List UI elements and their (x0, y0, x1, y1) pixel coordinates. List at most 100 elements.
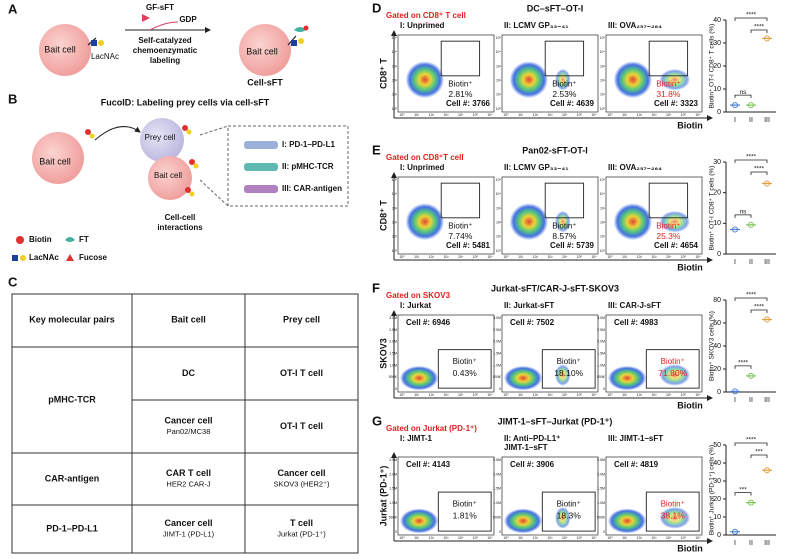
cell-count: Cell #: 3906 (510, 460, 555, 469)
flow-tick: 10² (637, 536, 643, 540)
flow-tick: 10⁵ (600, 36, 606, 40)
process-text: chemoenzymatic (133, 46, 198, 55)
cell-count: Cell #: 5481 (446, 241, 491, 250)
bait-cell (32, 132, 84, 184)
flow-tick: 1.5M (389, 487, 397, 491)
y-axis-label: Biotin⁺ OT-I CD8⁺ T cells (%) (709, 166, 716, 251)
flow-tick: 2.0M (493, 472, 501, 476)
gate (541, 491, 596, 532)
y-tick-label: 10 (713, 220, 721, 227)
flow-tick: 10⁶ (591, 113, 597, 117)
x-axis-label: Biotin (677, 262, 703, 272)
sample-name: I: Unprimed (400, 21, 445, 30)
flow-tick: 10⁵ (392, 36, 398, 40)
pair-label: II: pMHC-TCR (282, 162, 334, 171)
lacnac-circle (298, 38, 304, 44)
flow-tick: 10² (392, 79, 398, 83)
table-cell: OT-I T cell (280, 421, 323, 431)
lacnac-circle (89, 133, 95, 139)
flow-tick: 10⁴ (392, 192, 398, 196)
flow-tick: 2.5M (493, 328, 501, 332)
flow-tick: 10¹ (622, 393, 628, 397)
flow-tick: 10¹ (392, 235, 398, 239)
y-tick-label: 0 (717, 532, 721, 539)
cell-density (399, 508, 439, 534)
sig-bracket (734, 492, 752, 496)
table-frame (11, 293, 359, 554)
significance: **** (754, 166, 765, 173)
x-tick-label: I (734, 117, 736, 124)
panel-title: Pan02-sFT-OT-I (522, 145, 588, 155)
y-axis-label: Biotin⁺ OT-I CD8⁺ T cells (%) (709, 24, 716, 109)
gate (648, 182, 689, 219)
flow-tick: 0 (499, 387, 501, 391)
sig-bracket (750, 309, 768, 313)
cell-label: Bait cell (246, 46, 278, 56)
prey-cell (140, 118, 184, 162)
receptor (244, 163, 278, 171)
flow-tick: 10⁶ (487, 536, 493, 540)
gate (440, 40, 481, 77)
x-tick-label: II (749, 540, 753, 547)
cell-count: Cell #: 4819 (614, 460, 659, 469)
flow-tick: 10¹ (622, 255, 628, 259)
y-tick-label: 50 (713, 442, 721, 449)
panel-label: C (8, 274, 18, 289)
flow-tick: 10⁰ (503, 113, 509, 117)
flow-tick: 10³ (547, 113, 553, 117)
table-cell: SKOV3 (HER2⁺) (273, 479, 330, 488)
gate-percent: 18.3% (557, 511, 582, 521)
cell-density (555, 210, 571, 233)
flow-tick: 10⁰ (607, 255, 613, 259)
gate (645, 349, 700, 389)
cell-count: Cell #: 4143 (406, 460, 451, 469)
cell-density (405, 61, 445, 99)
flow-tick: 10¹ (414, 255, 420, 259)
flow-tick: 2.0M (389, 340, 397, 344)
table-cell: Cancer cell (277, 468, 325, 478)
flow-tick: 10² (600, 221, 606, 225)
cell-density (659, 210, 691, 233)
flow-tick: 10⁴ (458, 393, 464, 397)
significance: **** (738, 360, 749, 367)
receptor (244, 141, 278, 149)
sig-bracket (734, 159, 768, 163)
x-tick-label: I (734, 259, 736, 266)
flow-tick: 10² (533, 393, 539, 397)
gate-percent: 25.3% (656, 231, 681, 241)
gate-percent: 8.57% (552, 231, 577, 241)
flow-tick: 10⁴ (458, 255, 464, 259)
reagent: GF-sFT (146, 3, 174, 12)
cell-count: Cell #: 3323 (654, 99, 699, 108)
table-cell: Jurkat (PD-1⁺) (277, 529, 326, 538)
flow-tick: 10⁴ (562, 255, 568, 259)
cell-density (399, 365, 439, 391)
flow-tick: 10⁰ (399, 255, 405, 259)
flow-tick: 1.0M (597, 363, 605, 367)
flow-tick: 10¹ (414, 113, 420, 117)
dot (764, 467, 770, 474)
significance: **** (746, 154, 757, 161)
y-tick-label: 0 (717, 251, 721, 258)
flow-tick: 2.5M (597, 458, 605, 462)
flow-tick: 10³ (547, 255, 553, 259)
flow-tick: 1.5M (597, 351, 605, 355)
gate-name: Biotin⁺ (557, 500, 581, 509)
cell-density (659, 364, 691, 386)
flow-tick: 10¹ (600, 235, 606, 239)
table-cell: T cell (290, 518, 313, 528)
flow-tick: 10⁴ (600, 192, 606, 196)
gate-percent: 7.74% (448, 231, 473, 241)
flow-tick: 10⁴ (458, 536, 464, 540)
flow-tick: 10⁵ (681, 113, 687, 117)
gate-name: Biotin⁺ (661, 500, 685, 509)
flow-tick: 2.0M (597, 340, 605, 344)
sig-bracket (734, 442, 768, 446)
flow-tick: 10⁵ (392, 178, 398, 182)
cell-count: Cell #: 3766 (446, 99, 491, 108)
flow-tick: 10⁴ (666, 113, 672, 117)
y-tick-label: 40 (713, 343, 721, 350)
flow-tick: 3.0M (389, 316, 397, 320)
dot (748, 102, 754, 109)
flow-tick: 10⁰ (600, 249, 606, 253)
